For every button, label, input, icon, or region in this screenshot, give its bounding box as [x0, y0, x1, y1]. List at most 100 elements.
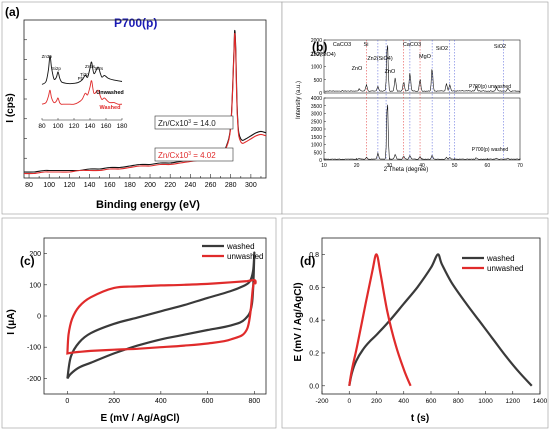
xrd-bottom-ytick-label: 2000 — [311, 127, 322, 133]
panel-c-label: (c) — [20, 254, 35, 268]
panel-d-xtick-label: 1000 — [478, 398, 493, 405]
inset-xtick-label: 100 — [53, 123, 64, 130]
xrd-bottom-ytick-label: 500 — [314, 150, 323, 156]
panel-a-xps: (a) P700(p) I (cps) Binding energy (eV) … — [1, 1, 283, 215]
inset-legend-unwashed: Unwashed — [96, 90, 124, 96]
panel-d-xtick-label: 400 — [398, 398, 409, 405]
inset-peak-label: Ti3p — [80, 72, 89, 77]
inset-legend-washed: Washed — [100, 105, 121, 111]
panel-c-xtick-label: 200 — [108, 398, 120, 405]
xrd-xtick-label: 30 — [387, 163, 393, 169]
xrd-xtick-label: 10 — [321, 163, 327, 169]
panel-b-phase-labels: Zn2(SiO4) CaCO3 ZnO Si Zn2(SiO4) ZnO CaCO3 MgO S… — [310, 42, 506, 75]
xrd-phase-label: ZnO — [352, 66, 363, 72]
ratio-unwashed-val: = 14.0 — [191, 119, 216, 128]
panel-d-xlabel: t (s) — [411, 413, 429, 424]
panel-d-series-washed — [348, 253, 533, 387]
panel-d-xtick-label: -200 — [315, 398, 328, 405]
panel-c-ylabel: I (μA) — [6, 309, 17, 335]
panel-c-xtick-label: 600 — [202, 398, 214, 405]
panel-d-xtick-label: 1400 — [533, 398, 548, 405]
svg-text:Zn/Cx103 = 4.02: Zn/Cx103 = 4.02 — [158, 151, 216, 160]
xrd-top-ytick-label: 1500 — [311, 51, 322, 57]
panel-d-ylabel: E (mV / Ag/AgCl) — [293, 282, 304, 361]
trace-label-washed: P700(p) washed — [472, 147, 509, 153]
panel-d-axes: -200 0 200 400 600 800 1000 1200 1400 0.0 0.2 0.4 0.… — [309, 237, 548, 405]
xrd-bottom-ytick-label: 2500 — [311, 119, 322, 125]
ratio-unwashed-text: Zn/Cx10 — [158, 119, 189, 128]
panel-c-ytick-label: 200 — [29, 251, 41, 258]
panel-a-xtick-label: 220 — [164, 182, 176, 189]
xrd-top-ytick-label: 2000 — [311, 38, 322, 44]
xrd-top-ytick-label: 0 — [319, 91, 322, 97]
xrd-xtick-label: 70 — [517, 163, 523, 169]
ratio-box-unwashed: Zn/Cx103 = 14.0 — [154, 115, 234, 130]
xrd-phase-label: MgO — [419, 54, 432, 60]
panel-a-inset: 80 100 120 140 160 180 Zn3p Si2p Ti3p Zn3s Si2s Pb U… — [38, 54, 127, 130]
panel-d-xtick-label: 0 — [347, 398, 351, 405]
panel-c-ytick-label: -200 — [27, 376, 41, 383]
panel-d-ytick-label: 0.6 — [309, 285, 319, 292]
inset-peak-label: Zn3s — [85, 64, 96, 69]
panel-c-series-washed — [66, 251, 256, 380]
panel-a-xtick-label: 240 — [185, 182, 197, 189]
xrd-bottom-ytick-label: 3500 — [311, 104, 322, 110]
panel-d-lines — [348, 253, 533, 387]
panel-a-xtick-label: 100 — [43, 182, 55, 189]
xrd-series-washed — [323, 104, 521, 160]
panel-a-xtick-label: 160 — [104, 182, 116, 189]
panel-a-xtick-label: 180 — [124, 182, 136, 189]
trace-label-unwashed: P700(p) unwashed — [469, 84, 511, 90]
panel-a-xtick-label: 280 — [225, 182, 237, 189]
xrd-bottom-ytick-label: 4000 — [311, 96, 322, 102]
panel-c-legend-label: washed — [226, 242, 255, 251]
inset-xtick-label: 120 — [69, 123, 80, 130]
panel-d-ytick-label: 0.8 — [309, 252, 319, 259]
panel-c-xtick-label: 400 — [155, 398, 167, 405]
panel-a-xlabel: Binding energy (eV) — [96, 199, 200, 211]
panel-d-xtick-label: 800 — [453, 398, 464, 405]
panel-a-xtick-label: 200 — [144, 182, 156, 189]
panel-a-xtick-label: 140 — [84, 182, 96, 189]
panel-a-xtick-label: 80 — [25, 182, 33, 189]
panel-d-xtick-label: 1200 — [506, 398, 521, 405]
xrd-bottom-ytick-label: 1000 — [311, 143, 322, 149]
panel-a-label: (a) — [5, 5, 20, 19]
panel-d-ytick-label: 0.2 — [309, 350, 319, 357]
panel-d-xtick-label: 600 — [426, 398, 437, 405]
panel-d-legend-label: washed — [486, 254, 515, 263]
xrd-phase-label: Zn2(SiO4) — [310, 52, 336, 58]
panel-d-series-unwashed — [348, 253, 412, 387]
inset-series-washed — [41, 80, 123, 105]
xrd-series-unwashed — [324, 45, 521, 92]
inset-xtick-label: 140 — [85, 123, 96, 130]
panel-c-cv: (c) I (μA) E (mV / Ag/AgCl) 0 200 400 600 80… — [1, 217, 277, 429]
panel-a-xtick-label: 300 — [245, 182, 257, 189]
panel-c-series-unwashed — [66, 278, 257, 355]
xrd-top-ytick-label: 1000 — [311, 65, 322, 71]
panel-b-lines — [323, 45, 521, 160]
xrd-phase-label: ZnO — [385, 69, 396, 75]
inset-xtick-label: 80 — [38, 123, 46, 130]
inset-peak-label: Si2s — [94, 66, 104, 71]
inset-peak-label: Zn3p — [42, 54, 53, 59]
panel-d-legend-label: unwashed — [487, 264, 523, 273]
panel-a-xtick-label: 260 — [205, 182, 217, 189]
ratio-washed-val: = 4.02 — [191, 151, 216, 160]
panel-d-frame — [281, 217, 549, 429]
xrd-xtick-label: 50 — [452, 163, 458, 169]
panel-c-xtick-label: 0 — [65, 398, 69, 405]
panel-a-title: P700(p) — [114, 16, 157, 30]
panel-c-ytick-label: -100 — [27, 345, 41, 352]
xrd-phase-label: CaCO3 — [333, 42, 351, 48]
panel-b-xrd: (b) Intensity (a.u.) 2 Theta (degree) 0 5… — [281, 1, 549, 215]
panel-b-xlabel: 2 Theta (degree) — [384, 167, 429, 173]
ratio-unwashed-sup: 3 — [188, 119, 191, 125]
xrd-bottom-ytick-label: 3000 — [311, 112, 322, 118]
xrd-bottom-ytick-label: 0 — [319, 158, 322, 164]
xrd-phase-label: Zn2(SiO4) — [367, 56, 393, 62]
panel-c-ytick-label: 0 — [37, 314, 41, 321]
xrd-phase-label: SiO2 — [436, 46, 448, 52]
xrd-phase-label: Si — [364, 42, 369, 48]
